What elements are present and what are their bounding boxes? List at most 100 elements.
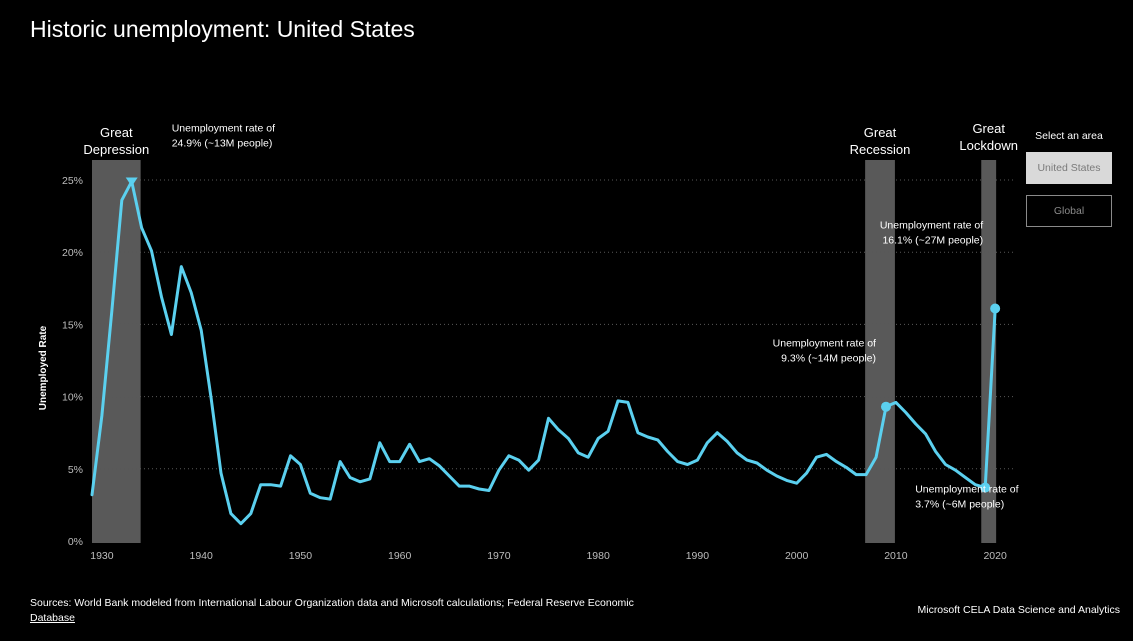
data-point — [110, 310, 114, 313]
x-tick-label: 1940 — [189, 550, 213, 562]
x-tick-label: 1930 — [90, 550, 114, 562]
annotation-marker-1 — [880, 401, 891, 412]
data-point — [279, 484, 282, 488]
sources-link[interactable]: Database — [30, 612, 75, 624]
data-point — [358, 480, 362, 483]
shaded-regions — [92, 160, 997, 543]
annotations: Great Depression Great Recession Great Lockdo… — [83, 121, 1018, 511]
data-point — [646, 435, 649, 439]
shaded-region-0 — [92, 160, 141, 543]
y-axis-label: Unemployed Rate — [38, 325, 49, 410]
data-point — [855, 473, 858, 476]
data-point — [636, 431, 640, 434]
data-point — [666, 450, 669, 453]
y-axis-ticks: 0% 5% 10% 15% 20% 25% — [62, 175, 83, 548]
footer-credit: Microsoft CELA Data Science and Analytic… — [917, 604, 1120, 616]
series-line-0 — [90, 179, 997, 526]
annotation-text-3-line-1: 16.1% (~27M people) — [882, 235, 983, 247]
y-tick-label: 5% — [68, 464, 83, 476]
data-point — [239, 522, 243, 525]
region-label-0-line-0: Great — [100, 125, 133, 140]
data-point — [100, 414, 104, 417]
data-point — [418, 460, 421, 463]
x-tick-label: 2020 — [983, 550, 1007, 562]
data-point — [954, 469, 957, 472]
data-point — [696, 458, 699, 462]
data-point — [259, 483, 262, 486]
data-point — [150, 249, 153, 252]
region-label-2-line-1: Lockdown — [959, 138, 1018, 153]
data-point — [209, 396, 213, 400]
data-point — [835, 460, 838, 463]
data-point — [894, 401, 898, 404]
annotation-text-2-line-0: Unemployment rate of — [915, 484, 1018, 496]
data-point — [716, 431, 719, 434]
data-point — [497, 469, 501, 472]
data-point — [944, 463, 947, 466]
data-point — [348, 476, 352, 479]
data-point — [160, 295, 163, 299]
shaded-region-2 — [981, 160, 997, 543]
x-tick-label: 1990 — [686, 550, 710, 562]
data-point — [656, 438, 659, 442]
data-point — [676, 460, 679, 463]
data-point — [458, 484, 461, 488]
region-label-1-line-1: Recession — [850, 142, 911, 157]
data-point — [795, 482, 798, 485]
data-point — [269, 483, 272, 486]
footer-sources: Sources: World Bank modeled from Interna… — [30, 596, 790, 626]
data-point — [596, 437, 600, 440]
data-point — [378, 441, 382, 445]
annotation-marker-3 — [990, 303, 1001, 314]
data-point — [170, 333, 173, 336]
area-option-global[interactable]: Global — [1026, 195, 1112, 227]
data-point — [735, 451, 739, 455]
data-point — [319, 496, 322, 499]
data-point — [338, 460, 342, 463]
data-point — [428, 457, 431, 460]
data-point — [120, 199, 123, 202]
data-point — [974, 483, 977, 486]
data-point — [547, 417, 550, 420]
x-axis-ticks: 1930 1940 1950 1960 1970 1980 1990 2000 2010 2020 — [90, 550, 1007, 562]
data-point — [537, 458, 540, 462]
region-label-1-line-0: Great — [864, 125, 897, 140]
area-selector: Select an area United States Global — [1022, 130, 1116, 238]
data-point — [328, 497, 332, 501]
data-point — [755, 461, 759, 465]
annotation-marker-0 — [125, 177, 138, 187]
data-point — [408, 443, 411, 446]
annotation-text-0-line-0: Unemployment rate of — [172, 122, 275, 134]
data-point — [626, 401, 630, 404]
data-point — [606, 430, 610, 433]
data-point — [487, 489, 491, 492]
data-point — [686, 463, 689, 466]
data-point — [229, 512, 233, 515]
shaded-region-1 — [865, 160, 895, 543]
y-tick-label: 10% — [62, 392, 83, 404]
data-point — [706, 441, 709, 445]
data-point — [934, 450, 937, 453]
data-point — [964, 476, 967, 479]
data-point — [517, 458, 520, 462]
data-point — [368, 477, 372, 481]
data-point — [219, 471, 223, 475]
data-point — [90, 493, 94, 496]
annotation-text-1-line-0: Unemployment rate of — [773, 338, 876, 350]
data-point — [805, 471, 808, 475]
data-point — [249, 512, 252, 515]
y-tick-label: 20% — [62, 247, 83, 259]
data-point — [140, 226, 143, 229]
data-point — [825, 453, 828, 456]
area-option-united-states[interactable]: United States — [1026, 152, 1112, 184]
data-point — [199, 328, 203, 332]
data-point — [914, 422, 917, 426]
region-label-2-line-0: Great — [972, 121, 1005, 136]
data-point — [725, 440, 729, 443]
x-tick-label: 2000 — [785, 550, 809, 562]
x-tick-label: 1970 — [487, 550, 511, 562]
data-point — [567, 437, 570, 440]
annotation-text-0-line-1: 24.9% (~13M people) — [172, 137, 273, 149]
x-tick-label: 1980 — [586, 550, 610, 562]
data-point — [815, 456, 818, 459]
